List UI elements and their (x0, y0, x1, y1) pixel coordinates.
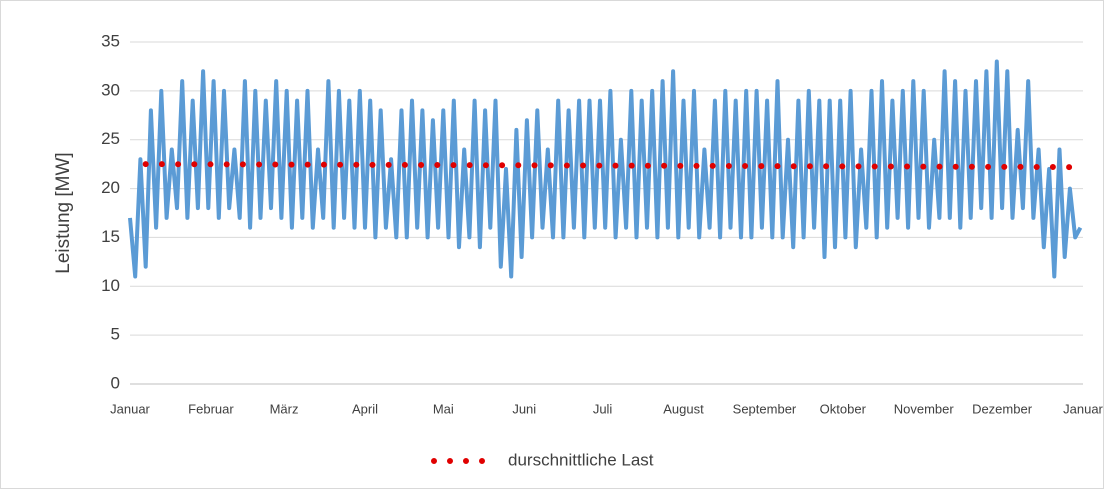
x-tick-label: April (352, 401, 378, 416)
x-tick-label: Februar (188, 401, 234, 416)
y-tick-label: 0 (111, 373, 120, 392)
x-tick-label: November (894, 401, 955, 416)
x-tick-label: August (663, 401, 704, 416)
legend-label: durschnittliche Last (508, 450, 654, 469)
y-tick-label: 10 (101, 276, 120, 295)
x-tick-label: Dezember (972, 401, 1033, 416)
y-tick-label: 20 (101, 178, 120, 197)
series-line (128, 59, 1083, 279)
x-tick-label: Januar (1063, 401, 1103, 416)
x-tick-label: September (733, 401, 797, 416)
y-tick-label: 5 (111, 325, 120, 344)
x-tick-label: Januar (110, 401, 150, 416)
x-tick-label: Juni (512, 401, 536, 416)
y-tick-label: 30 (101, 80, 120, 99)
x-tick-label: Juli (593, 401, 613, 416)
y-tick-label: 35 (101, 31, 120, 50)
x-tick-label: März (270, 401, 299, 416)
y-axis-label: Leistung [MW] (53, 152, 74, 273)
y-tick-label: 15 (101, 227, 120, 246)
x-tick-label: Mai (433, 401, 454, 416)
y-tick-label: 25 (101, 129, 120, 148)
x-tick-label: Oktober (820, 401, 867, 416)
